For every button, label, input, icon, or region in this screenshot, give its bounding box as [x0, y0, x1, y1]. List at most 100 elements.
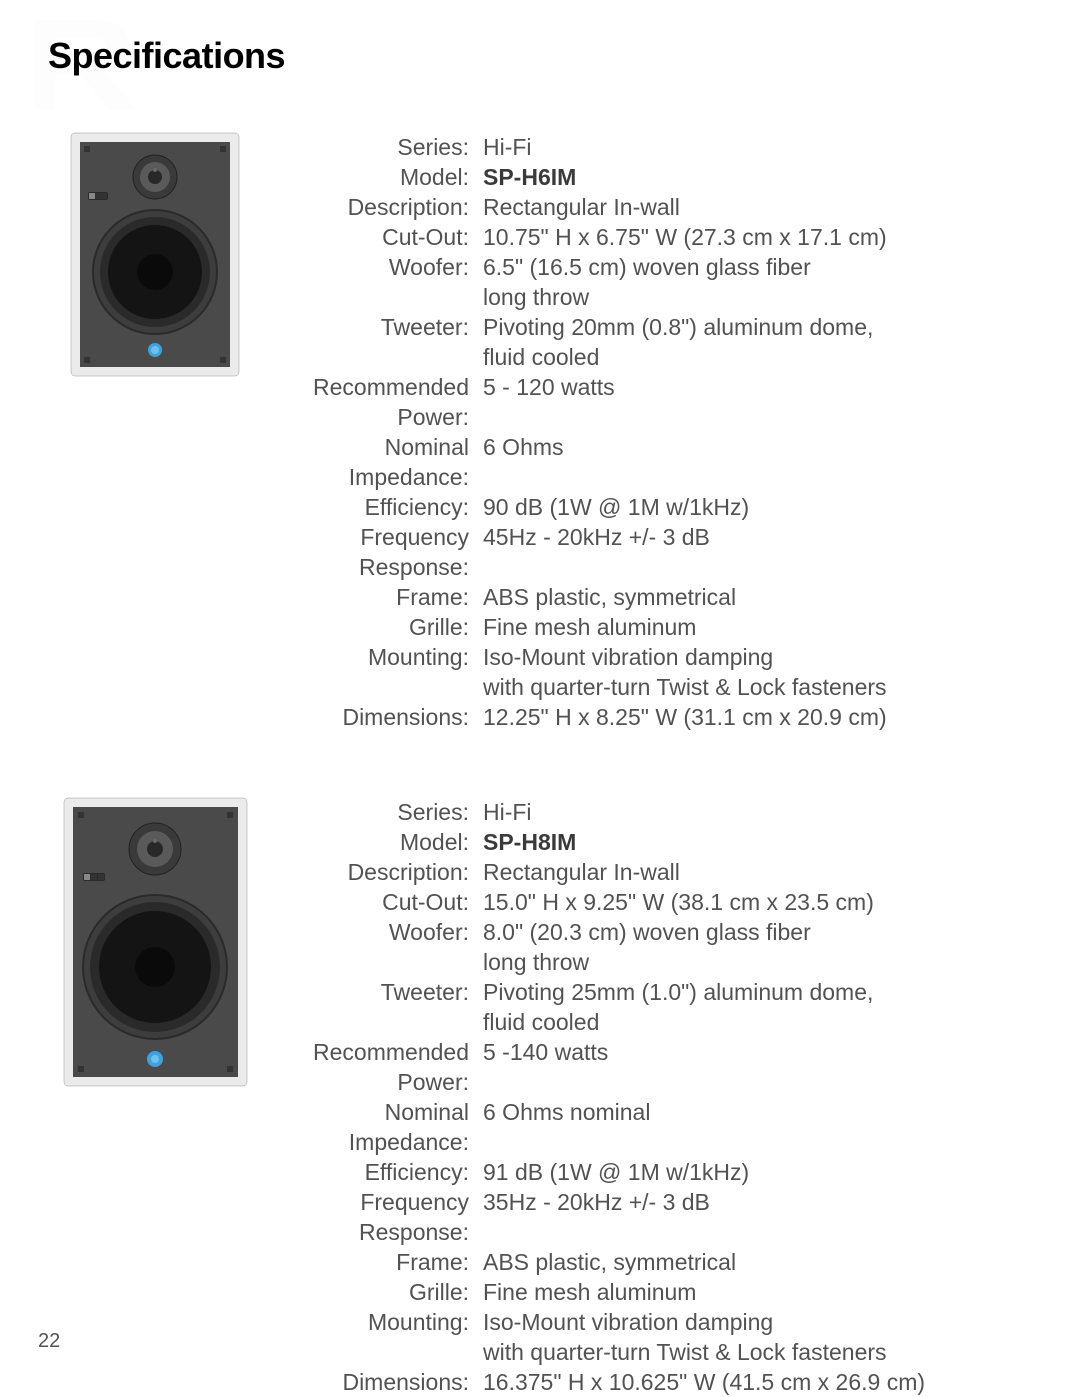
spec-label: Grille: [265, 612, 483, 642]
spec-value: long throw [483, 282, 1080, 312]
spec-label [265, 342, 483, 372]
spec-label: Mounting: [265, 1307, 483, 1337]
spec-row: Description: Rectangular In-wall [265, 192, 1080, 222]
spec-value: 5 -140 watts [483, 1037, 1080, 1097]
spec-row: Grille: Fine mesh aluminum [265, 612, 1080, 642]
spec-label: Grille: [265, 1277, 483, 1307]
spec-value: 15.0" H x 9.25" W (38.1 cm x 23.5 cm) [483, 887, 1080, 917]
spec-value: 16.375" H x 10.625" W (41.5 cm x 26.9 cm… [483, 1367, 1080, 1397]
spec-value: 6 Ohms [483, 432, 1080, 492]
spec-label: Model: [265, 162, 483, 192]
spec-value: ABS plastic, symmetrical [483, 1247, 1080, 1277]
spec-row: Series: Hi-Fi [265, 797, 1080, 827]
spec-value: Rectangular In-wall [483, 192, 1080, 222]
spec-row: Tweeter: Pivoting 20mm (0.8") aluminum d… [265, 312, 1080, 342]
spec-label: Dimensions: [265, 702, 483, 732]
spec-label: Description: [265, 857, 483, 887]
spec-row: long throw [265, 947, 1080, 977]
spec-value: 35Hz - 20kHz +/- 3 dB [483, 1187, 1080, 1247]
spec-label: Efficiency: [265, 492, 483, 522]
spec-row: Dimensions: 16.375" H x 10.625" W (41.5 … [265, 1367, 1080, 1397]
spec-value: Hi-Fi [483, 797, 1080, 827]
spec-label: Frequency Response: [265, 522, 483, 582]
spec-row: long throw [265, 282, 1080, 312]
spec-value: Iso-Mount vibration damping [483, 1307, 1080, 1337]
spec-row: Recommended Power: 5 -140 watts [265, 1037, 1080, 1097]
spec-label: Description: [265, 192, 483, 222]
spec-value: 45Hz - 20kHz +/- 3 dB [483, 522, 1080, 582]
spec-row: Description: Rectangular In-wall [265, 857, 1080, 887]
spec-row: Efficiency: 90 dB (1W @ 1M w/1kHz) [265, 492, 1080, 522]
spec-label: Frame: [265, 1247, 483, 1277]
spec-label: Woofer: [265, 252, 483, 282]
spec-value: SP-H8IM [483, 827, 1080, 857]
spec-value: 91 dB (1W @ 1M w/1kHz) [483, 1157, 1080, 1187]
spec-row: Dimensions: 12.25" H x 8.25" W (31.1 cm … [265, 702, 1080, 732]
spec-row: fluid cooled [265, 342, 1080, 372]
speaker-illustration-1 [70, 132, 240, 377]
spec-row: Model: SP-H6IM [265, 162, 1080, 192]
spec-label [265, 672, 483, 702]
spec-row: Nominal Impedance: 6 Ohms nominal [265, 1097, 1080, 1157]
spec-row: Woofer: 8.0" (20.3 cm) woven glass fiber [265, 917, 1080, 947]
spec-label: Frequency Response: [265, 1187, 483, 1247]
spec-label: Cut-Out: [265, 222, 483, 252]
spec-row: fluid cooled [265, 1007, 1080, 1037]
spec-row: Frequency Response: 35Hz - 20kHz +/- 3 d… [265, 1187, 1080, 1247]
spec-row: Recommended Power: 5 - 120 watts [265, 372, 1080, 432]
spec-row: Tweeter: Pivoting 25mm (1.0") aluminum d… [265, 977, 1080, 1007]
spec-value: Fine mesh aluminum [483, 1277, 1080, 1307]
spec-label [265, 282, 483, 312]
spec-label: Nominal Impedance: [265, 1097, 483, 1157]
page-title: Specifications [48, 35, 1080, 77]
spec-row: Series: Hi-Fi [265, 132, 1080, 162]
spec-label: Tweeter: [265, 977, 483, 1007]
spec-label: Recommended Power: [265, 372, 483, 432]
product-spec-block-1: Series: Hi-Fi Model: SP-H6IM Description… [0, 132, 1080, 732]
spec-label: Cut-Out: [265, 887, 483, 917]
spec-value: 6.5" (16.5 cm) woven glass fiber [483, 252, 1080, 282]
spec-label: Series: [265, 797, 483, 827]
spec-row: Cut-Out: 15.0" H x 9.25" W (38.1 cm x 23… [265, 887, 1080, 917]
spec-value: 5 - 120 watts [483, 372, 1080, 432]
spec-row: Mounting: Iso-Mount vibration damping [265, 642, 1080, 672]
spec-value: Rectangular In-wall [483, 857, 1080, 887]
spec-row: with quarter-turn Twist & Lock fasteners [265, 672, 1080, 702]
spec-label: Recommended Power: [265, 1037, 483, 1097]
spec-label: Mounting: [265, 642, 483, 672]
spec-value: ABS plastic, symmetrical [483, 582, 1080, 612]
speaker-image-2 [60, 797, 250, 1397]
spec-label: Model: [265, 827, 483, 857]
spec-value: Iso-Mount vibration damping [483, 642, 1080, 672]
spec-label [265, 1337, 483, 1367]
page-header: Specifications [0, 0, 1080, 77]
spec-label: Nominal Impedance: [265, 432, 483, 492]
spec-row: Nominal Impedance: 6 Ohms [265, 432, 1080, 492]
spec-value: 6 Ohms nominal [483, 1097, 1080, 1157]
spec-value: 10.75" H x 6.75" W (27.3 cm x 17.1 cm) [483, 222, 1080, 252]
spec-label: Efficiency: [265, 1157, 483, 1187]
page-number: 22 [38, 1330, 60, 1353]
speaker-illustration-2 [63, 797, 248, 1087]
spec-value: Hi-Fi [483, 132, 1080, 162]
spec-list-1: Series: Hi-Fi Model: SP-H6IM Description… [250, 132, 1080, 732]
speaker-image-1 [60, 132, 250, 732]
spec-row: Frequency Response: 45Hz - 20kHz +/- 3 d… [265, 522, 1080, 582]
spec-value: SP-H6IM [483, 162, 1080, 192]
spec-label: Woofer: [265, 917, 483, 947]
spec-list-2: Series: Hi-Fi Model: SP-H8IM Description… [250, 797, 1080, 1397]
product-spec-block-2: Series: Hi-Fi Model: SP-H8IM Description… [0, 797, 1080, 1397]
spec-row: Cut-Out: 10.75" H x 6.75" W (27.3 cm x 1… [265, 222, 1080, 252]
spec-row: Model: SP-H8IM [265, 827, 1080, 857]
spec-row: Mounting: Iso-Mount vibration damping [265, 1307, 1080, 1337]
spec-value: Pivoting 20mm (0.8") aluminum dome, [483, 312, 1080, 342]
spec-row: Frame: ABS plastic, symmetrical [265, 582, 1080, 612]
spec-value: Pivoting 25mm (1.0") aluminum dome, [483, 977, 1080, 1007]
spec-label: Dimensions: [265, 1367, 483, 1397]
spec-value: fluid cooled [483, 1007, 1080, 1037]
spec-row: Efficiency: 91 dB (1W @ 1M w/1kHz) [265, 1157, 1080, 1187]
spec-row: Grille: Fine mesh aluminum [265, 1277, 1080, 1307]
spec-row: with quarter-turn Twist & Lock fasteners [265, 1337, 1080, 1367]
spec-value: 90 dB (1W @ 1M w/1kHz) [483, 492, 1080, 522]
spec-value: with quarter-turn Twist & Lock fasteners [483, 1337, 1080, 1367]
